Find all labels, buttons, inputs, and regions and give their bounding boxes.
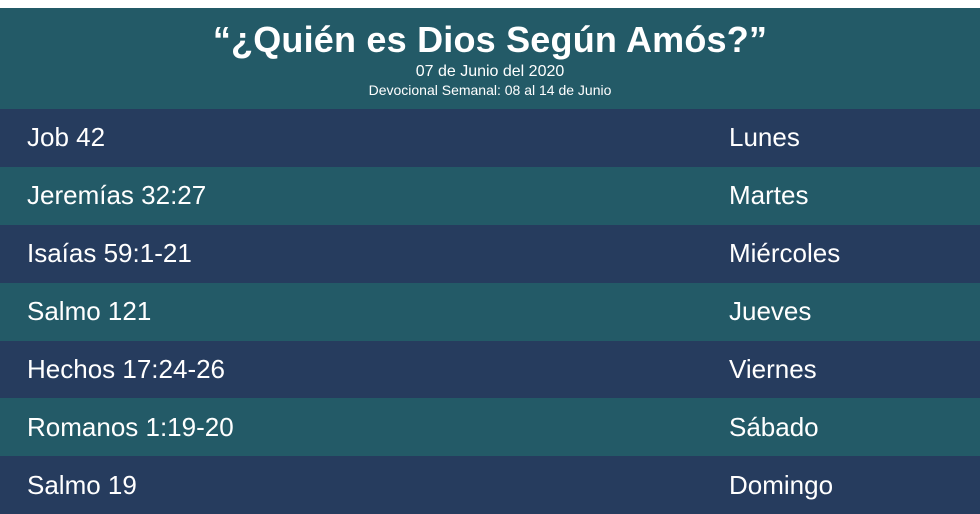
- page-title: “¿Quién es Dios Según Amós?”: [212, 19, 768, 60]
- date-subtitle: 07 de Junio del 2020: [415, 63, 565, 80]
- weekday: Miércoles: [729, 238, 841, 269]
- table-row: Romanos 1:19-20 Sábado: [0, 398, 980, 457]
- reading-reference: Isaías 59:1-21: [27, 238, 192, 269]
- table-row: Job 42 Lunes: [0, 109, 980, 167]
- table-row: Isaías 59:1-21 Miércoles: [0, 224, 980, 283]
- table-row: Jeremías 32:27 Martes: [0, 166, 980, 225]
- weekday: Lunes: [729, 122, 800, 153]
- reading-reference: Jeremías 32:27: [27, 180, 207, 211]
- table-row: Salmo 19 Domingo: [0, 456, 980, 514]
- reading-reference: Hechos 17:24-26: [27, 354, 226, 384]
- header-banner: “¿Quién es Dios Según Amós?” 07 de Junio…: [0, 8, 980, 109]
- reading-reference: Romanos 1:19-20: [27, 411, 234, 442]
- schedule-table: Job 42 Lunes Jeremías 32:27 Martes Isaía…: [0, 109, 980, 514]
- reading-reference: Salmo 121: [27, 296, 152, 327]
- weekday: Martes: [729, 180, 809, 211]
- devotional-schedule: “¿Quién es Dios Según Amós?” 07 de Junio…: [0, 8, 980, 514]
- table-row: Hechos 17:24-26 Viernes: [0, 340, 980, 399]
- weekday: Domingo: [729, 469, 834, 500]
- weekday: Jueves: [729, 296, 812, 327]
- weekly-range: Devocional Semanal: 08 al 14 de Junio: [368, 82, 612, 98]
- table-row: Salmo 121 Jueves: [0, 282, 980, 341]
- reading-reference: Job 42: [27, 122, 106, 153]
- reading-reference: Salmo 19: [27, 469, 137, 500]
- weekday: Sábado: [729, 411, 819, 442]
- weekday: Viernes: [729, 354, 817, 384]
